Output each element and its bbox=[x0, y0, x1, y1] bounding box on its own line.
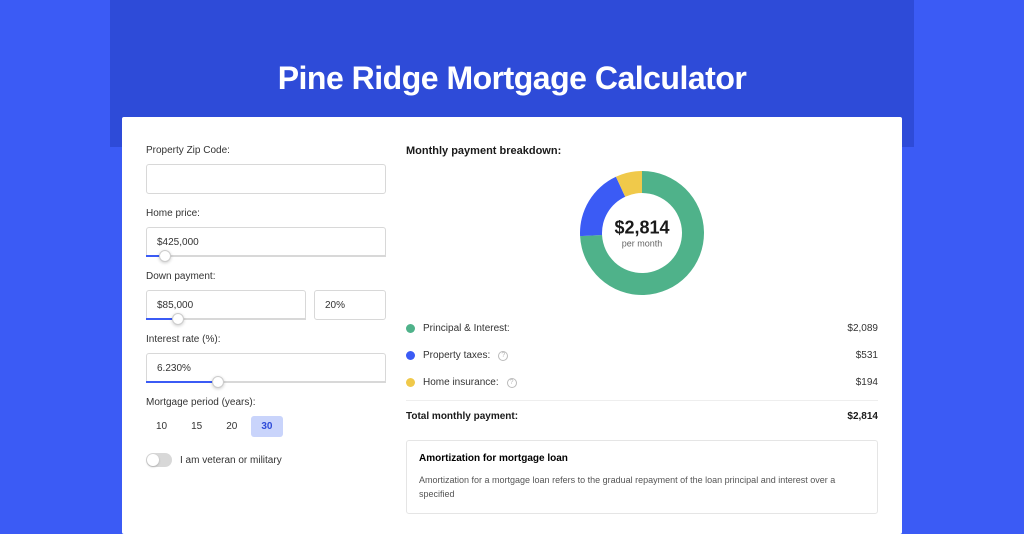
veteran-label: I am veteran or military bbox=[180, 455, 282, 466]
total-value: $2,814 bbox=[847, 411, 878, 422]
down-pct-input[interactable] bbox=[314, 290, 386, 320]
calculator-card: Property Zip Code: Home price: Down paym… bbox=[122, 117, 902, 534]
amortization-box: Amortization for mortgage loan Amortizat… bbox=[406, 440, 878, 514]
rate-field-group: Interest rate (%): bbox=[146, 334, 386, 383]
total-row: Total monthly payment: $2,814 bbox=[406, 400, 878, 422]
breakdown-row: Principal & Interest: $2,089 bbox=[406, 315, 878, 342]
down-amount-input[interactable] bbox=[146, 290, 306, 320]
breakdown-list: Principal & Interest: $2,089 Property taxe… bbox=[406, 315, 878, 396]
down-label: Down payment: bbox=[146, 271, 386, 282]
rate-slider[interactable] bbox=[146, 381, 386, 383]
price-slider[interactable] bbox=[146, 255, 386, 257]
breakdown-label: Home insurance: bbox=[423, 377, 499, 388]
price-input[interactable] bbox=[146, 227, 386, 257]
legend-dot bbox=[406, 351, 415, 360]
period-field-group: Mortgage period (years): 10152030 bbox=[146, 397, 386, 437]
down-field-group: Down payment: bbox=[146, 271, 386, 320]
price-field-group: Home price: bbox=[146, 208, 386, 257]
breakdown-value: $2,089 bbox=[847, 323, 878, 334]
breakdown-label: Property taxes: bbox=[423, 350, 490, 361]
zip-label: Property Zip Code: bbox=[146, 145, 386, 156]
veteran-toggle[interactable] bbox=[146, 453, 172, 467]
breakdown-label: Principal & Interest: bbox=[423, 323, 510, 334]
info-icon[interactable]: ? bbox=[498, 351, 508, 361]
period-button-30[interactable]: 30 bbox=[251, 416, 282, 437]
amortization-text: Amortization for a mortgage loan refers … bbox=[419, 474, 865, 501]
period-button-15[interactable]: 15 bbox=[181, 416, 212, 437]
breakdown-row: Home insurance:? $194 bbox=[406, 369, 878, 396]
donut-sub: per month bbox=[614, 239, 669, 249]
zip-input[interactable] bbox=[146, 164, 386, 194]
breakdown-title: Monthly payment breakdown: bbox=[406, 145, 878, 157]
price-label: Home price: bbox=[146, 208, 386, 219]
donut-amount: $2,814 bbox=[614, 218, 669, 239]
rate-input[interactable] bbox=[146, 353, 386, 383]
period-buttons: 10152030 bbox=[146, 416, 386, 437]
period-label: Mortgage period (years): bbox=[146, 397, 386, 408]
legend-dot bbox=[406, 324, 415, 333]
donut-center: $2,814 per month bbox=[614, 218, 669, 249]
breakdown-column: Monthly payment breakdown: $2,814 per mo… bbox=[406, 145, 878, 514]
page-title: Pine Ridge Mortgage Calculator bbox=[110, 60, 914, 97]
rate-label: Interest rate (%): bbox=[146, 334, 386, 345]
input-column: Property Zip Code: Home price: Down paym… bbox=[146, 145, 386, 514]
period-button-10[interactable]: 10 bbox=[146, 416, 177, 437]
breakdown-row: Property taxes:? $531 bbox=[406, 342, 878, 369]
breakdown-value: $194 bbox=[856, 377, 878, 388]
veteran-row: I am veteran or military bbox=[146, 453, 386, 467]
donut-chart: $2,814 per month bbox=[406, 169, 878, 297]
period-button-20[interactable]: 20 bbox=[216, 416, 247, 437]
legend-dot bbox=[406, 378, 415, 387]
amortization-title: Amortization for mortgage loan bbox=[419, 453, 865, 464]
down-slider[interactable] bbox=[146, 318, 306, 320]
total-label: Total monthly payment: bbox=[406, 411, 518, 422]
zip-field-group: Property Zip Code: bbox=[146, 145, 386, 194]
info-icon[interactable]: ? bbox=[507, 378, 517, 388]
breakdown-value: $531 bbox=[856, 350, 878, 361]
